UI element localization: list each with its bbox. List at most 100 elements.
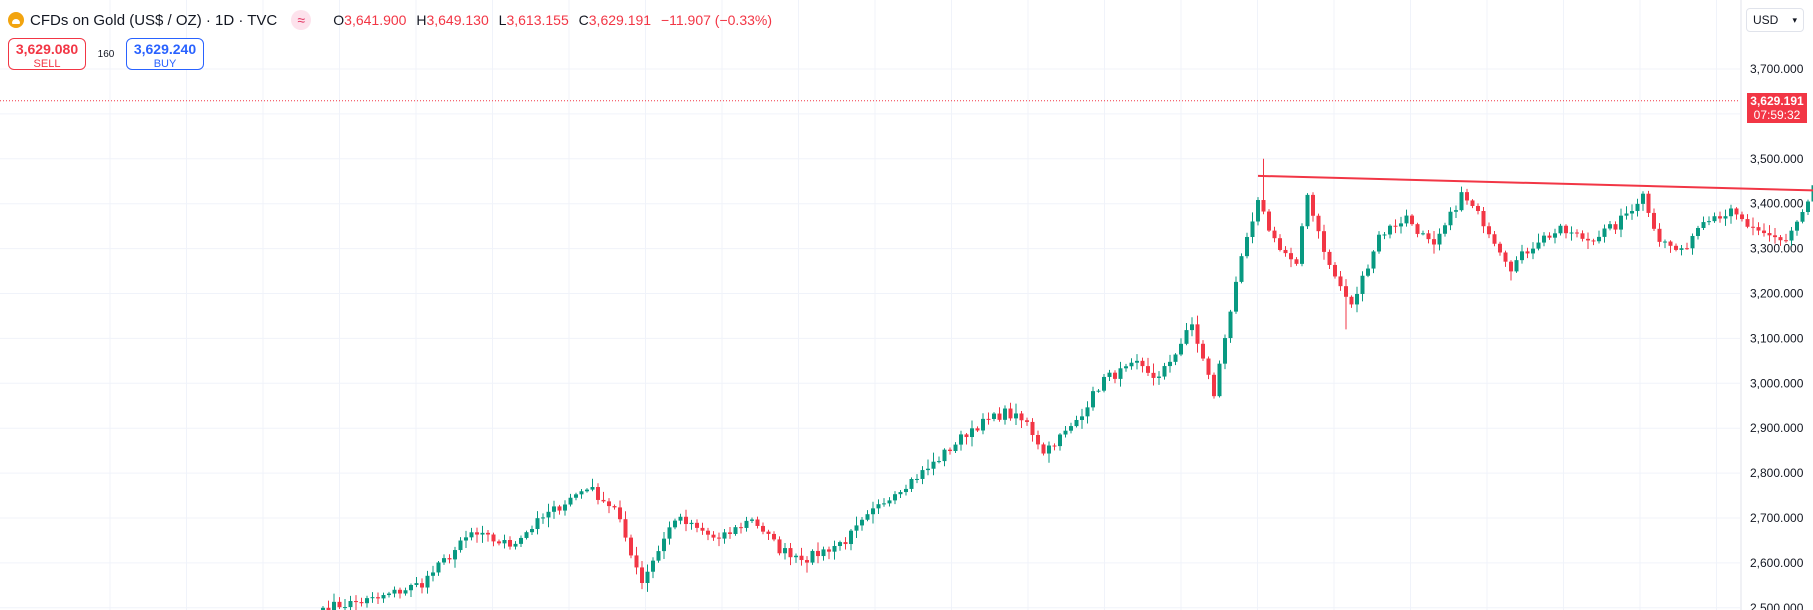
candle-body [1041, 444, 1046, 454]
candle-body [546, 511, 551, 518]
candle-body [838, 542, 842, 547]
candle-body [1091, 391, 1095, 408]
candle-body [1707, 221, 1711, 223]
candle-body [607, 501, 611, 507]
candle-body [1580, 233, 1585, 239]
bar-countdown: 07:59:32 [1753, 108, 1801, 122]
candle-body [1179, 343, 1183, 355]
candle-body [1410, 215, 1414, 225]
candle-body [700, 527, 705, 531]
candle-body [1311, 194, 1315, 216]
candle-body [1795, 221, 1799, 231]
candle-body [1278, 238, 1282, 250]
candle-body [926, 468, 930, 471]
candle-body [1712, 216, 1717, 222]
candle-body [1003, 408, 1007, 420]
candle-body [513, 543, 518, 547]
candle-body [1355, 293, 1359, 305]
candle-body [1674, 245, 1678, 250]
candle-body [1679, 248, 1684, 250]
candle-body [403, 590, 408, 594]
sell-button[interactable]: 3,629.080 SELL [8, 38, 86, 70]
candle-body [931, 461, 936, 469]
candle-body [1597, 236, 1601, 242]
candle-body [1723, 216, 1728, 219]
candle-body [1646, 193, 1651, 213]
last-price-tag: 3,629.191 07:59:32 [1747, 93, 1807, 123]
candle-body [1487, 226, 1491, 235]
candle-body [1245, 236, 1249, 257]
candle-body [618, 507, 622, 520]
candle-body [381, 595, 386, 599]
candle-body [1619, 215, 1623, 230]
trade-buttons: 3,629.080 SELL 160 3,629.240 BUY [8, 38, 204, 70]
candle-body [678, 516, 683, 521]
candle-body [651, 560, 655, 572]
candle-body [1630, 211, 1634, 214]
candle-body [975, 428, 980, 431]
candle-body [486, 532, 490, 535]
candle-body [810, 550, 815, 563]
candle-body [1448, 211, 1453, 226]
candle-body [1102, 376, 1106, 391]
candle-body [1096, 390, 1101, 392]
candle-body [953, 444, 958, 452]
candle-body [475, 532, 479, 535]
y-tick-label: 3,000.000 [1750, 376, 1804, 390]
candle-body [1212, 374, 1216, 397]
candle-body [508, 540, 512, 547]
candle-body [1800, 212, 1805, 222]
y-tick-label: 3,500.000 [1750, 152, 1804, 166]
candle-body [1349, 296, 1354, 305]
candle-body [436, 562, 441, 573]
currency-select[interactable]: USD ▾ [1746, 8, 1804, 32]
candle-body [1234, 281, 1238, 312]
candle-body [761, 525, 765, 532]
candle-body [1107, 372, 1112, 377]
candle-body [1745, 219, 1750, 227]
candle-body [1239, 256, 1244, 282]
candle-body [1162, 366, 1167, 377]
candle-body [1151, 372, 1156, 378]
candle-body [1344, 286, 1348, 297]
candle-body [1784, 240, 1788, 242]
candle-body [1586, 238, 1590, 241]
candle-body [1767, 233, 1772, 236]
candle-body [1272, 230, 1277, 239]
candle-body [1360, 275, 1365, 294]
candle-body [1074, 419, 1079, 427]
candle-body [1624, 213, 1629, 216]
candle-body [645, 571, 650, 583]
candle-body [431, 572, 435, 576]
candle-body [425, 575, 430, 588]
candle-body [1195, 324, 1200, 344]
candle-body [359, 602, 364, 604]
open-value: 3,641.900 [344, 12, 407, 28]
candle-body [1514, 260, 1519, 272]
candle-body [1575, 232, 1579, 234]
buy-button[interactable]: 3,629.240 BUY [126, 38, 204, 70]
candle-body [1300, 226, 1304, 264]
candle-body [1393, 225, 1398, 227]
candle-body [1773, 235, 1777, 238]
candle-body [519, 537, 523, 544]
candle-body [420, 583, 424, 588]
y-tick-label: 2,700.000 [1750, 511, 1804, 525]
symbol-title[interactable]: CFDs on Gold (US$ / OZ) · 1D · TVC [30, 11, 278, 29]
candle-body [1806, 201, 1810, 213]
candle-body [915, 478, 919, 480]
candle-body [860, 519, 864, 526]
candle-body [1657, 228, 1662, 242]
candle-body [1184, 330, 1189, 344]
candle-body [876, 504, 881, 509]
candle-body [1118, 368, 1123, 379]
candle-body [942, 449, 947, 462]
candle-body [937, 461, 941, 463]
currency-value: USD [1753, 13, 1779, 27]
market-status-icon[interactable]: ≈ [291, 10, 312, 30]
candle-body [865, 514, 870, 520]
candle-body [1608, 224, 1612, 229]
candle-body [1520, 251, 1524, 261]
candle-body [1366, 268, 1370, 276]
